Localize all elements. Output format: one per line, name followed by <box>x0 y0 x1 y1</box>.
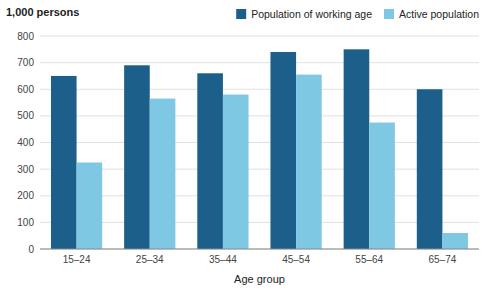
bar <box>51 76 77 249</box>
y-axis-title: 1,000 persons <box>6 6 79 18</box>
x-tick-label: 25–34 <box>136 254 164 265</box>
y-tick-label: 0 <box>28 244 34 255</box>
bar <box>296 75 322 249</box>
y-tick-label: 300 <box>17 164 34 175</box>
legend-item: Population of working age <box>236 8 372 20</box>
bar <box>150 99 176 249</box>
y-axis: 0 100 200 300 400 500 600 700 800 <box>17 31 479 255</box>
plot-top <box>40 36 479 37</box>
bar <box>369 123 395 249</box>
x-axis-line <box>40 249 479 250</box>
x-axis-title: Age group <box>234 273 285 285</box>
y-tick-label: 600 <box>17 84 34 95</box>
bar <box>270 52 296 249</box>
x-tick-label: 55–64 <box>355 254 383 265</box>
x-tick-label: 45–54 <box>282 254 310 265</box>
y-tick-label: 100 <box>17 217 34 228</box>
bar <box>344 49 370 249</box>
bar <box>124 65 150 249</box>
y-tick-label: 400 <box>17 137 34 148</box>
grid-line <box>40 222 479 223</box>
chart: 0 100 200 300 400 500 600 700 800 15–24 25–34 35–44… <box>0 0 491 291</box>
bar <box>223 95 249 249</box>
grid-line <box>40 142 479 143</box>
y-tick-label: 200 <box>17 190 34 201</box>
legend-swatch <box>236 9 246 19</box>
grid-line <box>40 169 479 170</box>
x-tick-label: 35–44 <box>209 254 237 265</box>
grid-line <box>40 36 479 37</box>
bar <box>77 162 103 249</box>
legend-swatch <box>384 9 394 19</box>
grid-line <box>40 115 479 116</box>
x-tick-label: 15–24 <box>63 254 91 265</box>
legend: Population of working age Active populati… <box>236 8 479 20</box>
legend-label: Active population <box>399 8 479 20</box>
grid-line <box>40 89 479 90</box>
y-tick-label: 500 <box>17 110 34 121</box>
x-tick-label: 65–74 <box>429 254 457 265</box>
legend-item: Active population <box>384 8 479 20</box>
x-axis: 15–24 25–34 35–44 45–54 55–64 65–74 <box>40 36 479 265</box>
y-tick-label: 800 <box>17 31 34 42</box>
bar <box>417 89 443 249</box>
bar <box>197 73 223 249</box>
legend-label: Population of working age <box>251 8 372 20</box>
grid-line <box>40 195 479 196</box>
y-tick-label: 700 <box>17 57 34 68</box>
bars <box>51 49 468 249</box>
grid-line <box>40 249 479 250</box>
bar <box>442 233 468 249</box>
grid-line <box>40 62 479 63</box>
